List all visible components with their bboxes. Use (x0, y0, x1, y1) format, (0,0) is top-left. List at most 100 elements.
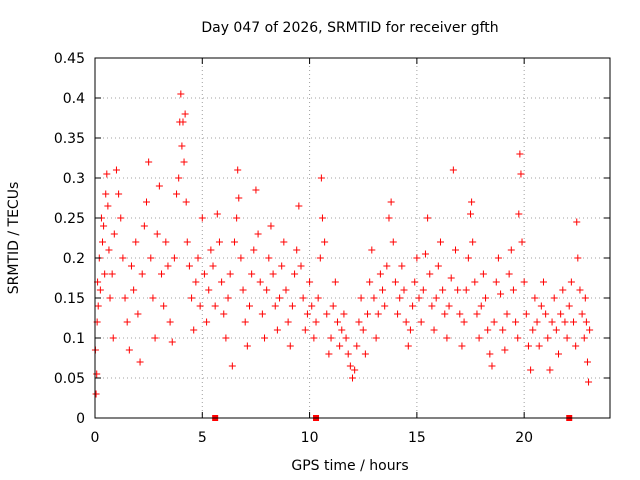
data-point (256, 278, 264, 286)
data-point (486, 350, 494, 358)
data-point (188, 294, 196, 302)
data-point (308, 302, 316, 310)
data-point (379, 286, 387, 294)
data-point (515, 210, 523, 218)
axis-ticks: 0 0.05 0.1 0.15 0.2 0.25 0.3 0.35 0.4 0.45 0 5 10 15 2… (54, 51, 610, 446)
data-point (123, 318, 131, 326)
data-point (185, 262, 193, 270)
data-point (447, 274, 455, 282)
data-point (520, 278, 528, 286)
grid (95, 58, 610, 418)
data-point (462, 286, 470, 294)
data-point (409, 302, 417, 310)
data-point (288, 302, 296, 310)
data-point (443, 334, 451, 342)
data-point (469, 238, 477, 246)
data-point (539, 278, 547, 286)
data-point (297, 262, 305, 270)
data-point (194, 254, 202, 262)
data-point (441, 310, 449, 318)
data-point (336, 342, 344, 350)
data-point (583, 358, 591, 366)
data-point (228, 362, 236, 370)
data-point (456, 310, 464, 318)
data-point (570, 318, 578, 326)
data-point (517, 170, 525, 178)
data-points (91, 90, 594, 398)
data-point (218, 278, 226, 286)
data-point (559, 286, 567, 294)
data-point (364, 310, 372, 318)
data-point (544, 334, 552, 342)
data-point (497, 290, 505, 298)
data-point (235, 194, 243, 202)
data-point (494, 254, 502, 262)
data-point (278, 262, 286, 270)
data-point (295, 202, 303, 210)
data-point (258, 310, 266, 318)
data-point (426, 270, 434, 278)
data-point (501, 346, 509, 354)
data-point (100, 222, 108, 230)
data-point (237, 254, 245, 262)
data-point (138, 270, 146, 278)
data-point (383, 262, 391, 270)
data-point (482, 294, 490, 302)
data-point (531, 294, 539, 302)
data-point (108, 270, 116, 278)
data-point (276, 294, 284, 302)
data-point (460, 318, 468, 326)
data-point (340, 310, 348, 318)
data-point (215, 238, 223, 246)
data-point (173, 190, 181, 198)
data-point (94, 302, 102, 310)
data-point (96, 286, 104, 294)
data-point (430, 326, 438, 334)
data-point (263, 286, 271, 294)
data-point (130, 286, 138, 294)
data-point (565, 302, 573, 310)
data-point (261, 334, 269, 342)
x-tick-label: 5 (198, 430, 207, 446)
x-tick-label: 15 (408, 430, 426, 446)
data-point (518, 238, 526, 246)
data-point (175, 174, 183, 182)
data-point (512, 318, 520, 326)
data-point (162, 238, 170, 246)
data-point (381, 302, 389, 310)
data-point (503, 310, 511, 318)
data-point (243, 342, 251, 350)
data-point (143, 198, 150, 206)
data-point (548, 318, 556, 326)
data-point (355, 318, 363, 326)
data-point (505, 270, 513, 278)
data-point (109, 334, 117, 342)
data-point (475, 334, 483, 342)
data-point (198, 214, 206, 222)
data-point (404, 342, 412, 350)
data-point (368, 246, 376, 254)
data-point (119, 254, 127, 262)
data-point (389, 238, 397, 246)
data-point (318, 214, 326, 222)
data-point (233, 214, 241, 222)
y-tick-label: 0.4 (63, 91, 85, 107)
data-point (580, 334, 588, 342)
y-tick-label: 0.3 (63, 171, 85, 187)
data-point (394, 310, 402, 318)
data-point (578, 310, 586, 318)
data-point (323, 310, 331, 318)
y-tick-label: 0.05 (54, 371, 85, 387)
data-point (273, 326, 281, 334)
data-point (374, 310, 382, 318)
data-point (477, 302, 485, 310)
data-point (522, 310, 530, 318)
data-point (207, 246, 215, 254)
data-point (396, 294, 404, 302)
data-point (196, 302, 204, 310)
data-point (178, 142, 186, 150)
data-point (333, 318, 341, 326)
data-point (376, 270, 384, 278)
data-point (452, 246, 459, 254)
data-point (402, 318, 410, 326)
